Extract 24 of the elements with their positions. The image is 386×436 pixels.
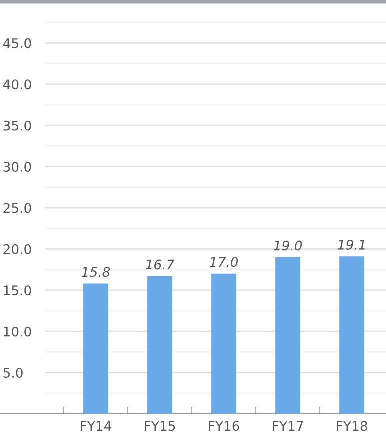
bar (148, 276, 173, 414)
y-tick-label: 30.0 (4, 162, 32, 172)
bar (276, 257, 301, 414)
y-tick-label: 15.0 (4, 286, 32, 296)
y-tick-label: 10.0 (4, 326, 32, 337)
y-tick-label: 40.0 (3, 80, 32, 90)
bar (340, 256, 365, 414)
y-tick-label: 35.0 (4, 120, 32, 131)
data-label: 19.1 (338, 240, 365, 250)
x-tick-label: FY16 (209, 421, 240, 432)
x-tick-label: FY15 (145, 421, 176, 432)
y-tick-label: 20.0 (4, 244, 32, 254)
data-label: 17.0 (210, 257, 238, 268)
y-tick-label: 5.0 (4, 368, 23, 378)
x-tick-label: FY18 (337, 421, 368, 432)
y-tick-label: 45.0 (3, 38, 32, 48)
y-tick-label: 25.0 (4, 203, 32, 214)
bar (84, 284, 108, 414)
x-tick-label: FY14 (81, 421, 112, 431)
data-label: 16.7 (146, 260, 175, 270)
data-label: 19.0 (274, 240, 302, 251)
data-label: 15.8 (82, 267, 110, 278)
bar (212, 274, 237, 414)
x-tick-label: FY17 (273, 421, 304, 431)
